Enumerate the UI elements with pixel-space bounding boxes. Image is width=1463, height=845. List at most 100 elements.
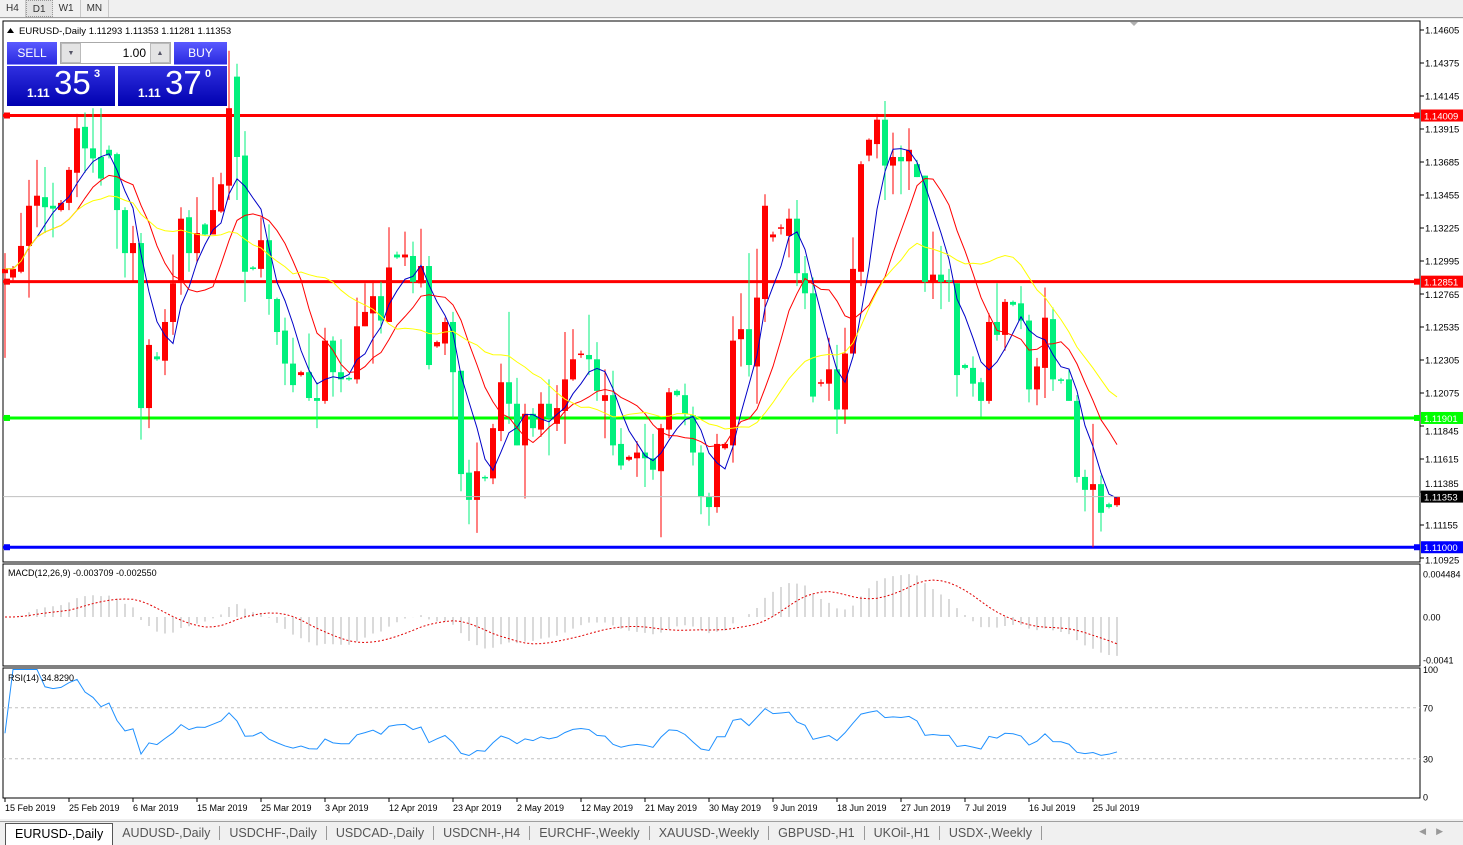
- price-chart[interactable]: 1.14009 1.12851 1.11901 1.11000 0.004484 0.0…: [0, 19, 1463, 819]
- candle-bearish: [466, 472, 472, 500]
- candle-bullish: [722, 443, 728, 449]
- candle-bearish: [746, 329, 752, 366]
- time-axis-label: 2 May 2019: [517, 803, 564, 813]
- tab-xauusd-weekly[interactable]: XAUUSD-,Weekly: [650, 826, 770, 840]
- candle-bearish: [914, 164, 920, 178]
- rsi-axis-label: 30: [1423, 754, 1433, 764]
- candle-bullish: [522, 413, 528, 446]
- sell-price-pips: 35: [54, 64, 91, 101]
- candle-bullish: [386, 267, 392, 322]
- level-handle: [4, 278, 10, 285]
- candle-bullish: [602, 395, 608, 401]
- candle-bearish: [794, 218, 800, 274]
- chart-shift-marker-icon[interactable]: [1130, 22, 1138, 26]
- candle-bullish: [906, 149, 912, 162]
- candle-bearish: [122, 210, 128, 254]
- time-axis-label: 12 Apr 2019: [389, 803, 438, 813]
- sell-price-prefix: 1.11: [27, 86, 50, 100]
- candle-bullish: [170, 283, 176, 322]
- candle-bullish: [402, 254, 408, 258]
- buy-button[interactable]: BUY: [174, 42, 227, 65]
- tab-usdcad-daily[interactable]: USDCAD-,Daily: [327, 826, 435, 840]
- tab-ukoil-h1[interactable]: UKOil-,H1: [865, 826, 940, 840]
- tab-gbpusd-h1[interactable]: GBPUSD-,H1: [769, 826, 865, 840]
- tab-usdx-weekly[interactable]: USDX-,Weekly: [940, 826, 1042, 840]
- tab-audusd-daily[interactable]: AUDUSD-,Daily: [113, 826, 221, 840]
- candle-bearish: [970, 367, 976, 384]
- collapse-triangle-icon[interactable]: [7, 28, 14, 33]
- lot-decrease-icon[interactable]: ▼: [61, 43, 81, 63]
- candle-bearish: [250, 267, 256, 269]
- sell-button[interactable]: SELL: [7, 42, 57, 65]
- level-handle: [4, 112, 10, 119]
- time-axis-label: 6 Mar 2019: [133, 803, 179, 813]
- candle-bullish: [850, 268, 856, 354]
- time-axis-label: 25 Mar 2019: [261, 803, 312, 813]
- tab-usdchf-daily[interactable]: USDCHF-,Daily: [220, 826, 327, 840]
- candle-bullish: [818, 382, 824, 384]
- tab-eurusd-daily[interactable]: EURUSD-,Daily: [5, 822, 114, 845]
- tab-usdcnh-h4[interactable]: USDCNH-,H4: [434, 826, 531, 840]
- macd-axis-label: 0.004484: [1423, 570, 1461, 580]
- price-axis-label: 1.14375: [1425, 59, 1459, 70]
- chart-window[interactable]: 1.14009 1.12851 1.11901 1.11000 0.004484 0.0…: [0, 19, 1463, 819]
- lot-increase-icon[interactable]: ▲: [150, 43, 170, 63]
- candle-bullish: [162, 321, 168, 361]
- candle-bearish: [98, 156, 104, 179]
- tab-eurchf-weekly[interactable]: EURCHF-,Weekly: [530, 826, 650, 840]
- candle-bearish: [458, 370, 464, 475]
- timeframe-h4[interactable]: H4: [0, 0, 26, 17]
- rsi-label: RSI(14) 34.8290: [8, 673, 74, 683]
- candle-bearish: [978, 382, 984, 401]
- buy-price-point: 0: [205, 68, 212, 80]
- price-axis-label: 1.10925: [1425, 556, 1459, 567]
- rsi-pane: [2, 667, 1421, 799]
- level-handle: [1414, 278, 1420, 285]
- candle-bearish: [610, 395, 616, 446]
- candle-bullish: [778, 227, 784, 229]
- candle-bearish: [802, 273, 808, 294]
- sell-price-button[interactable]: 1.11 35 3: [7, 64, 115, 106]
- candle-bearish: [394, 254, 400, 258]
- price-axis-label: 1.11385: [1425, 479, 1459, 490]
- lot-size-input[interactable]: ▼ 1.00 ▲: [60, 42, 171, 64]
- price-axis-label: 1.12995: [1425, 257, 1459, 268]
- candle-bullish: [10, 268, 16, 278]
- candle-bearish: [50, 205, 56, 209]
- candle-bearish: [1098, 484, 1104, 513]
- candle-bullish: [930, 274, 936, 282]
- candle-bullish: [866, 139, 872, 156]
- bid-price-label: 1.11353: [1424, 493, 1458, 504]
- lot-value[interactable]: 1.00: [122, 46, 146, 60]
- candle-bearish: [450, 321, 456, 373]
- tab-scroll-arrows-icon[interactable]: ◀▶: [1419, 826, 1453, 836]
- candle-bearish: [898, 156, 904, 162]
- price-axis-label: 1.12305: [1425, 356, 1459, 367]
- macd-signal-line: [5, 579, 1118, 645]
- one-click-trading-panel: SELL ▼ 1.00 ▲ BUY 1.11 35 3 1.11 37 0: [7, 42, 227, 106]
- timeframe-mn[interactable]: MN: [81, 0, 110, 17]
- timeframe-d1[interactable]: D1: [25, 0, 53, 17]
- candle-bullish: [1090, 484, 1096, 490]
- chart-symbol-header: EURUSD-,Daily 1.11293 1.11353 1.11281 1.…: [19, 26, 231, 37]
- candle-bullish: [1114, 496, 1120, 506]
- candle-bullish: [738, 329, 744, 340]
- candle-bullish: [58, 202, 64, 211]
- level-price-label: 1.14009: [1424, 112, 1458, 123]
- timeframe-w1[interactable]: W1: [53, 0, 81, 17]
- level-price-label: 1.12851: [1424, 278, 1458, 289]
- level-price-tag: [1421, 275, 1463, 288]
- time-axis-label: 15 Feb 2019: [5, 803, 56, 813]
- time-axis-label: 23 Apr 2019: [453, 803, 502, 813]
- candle-bearish: [290, 363, 296, 386]
- candle-bullish: [258, 240, 264, 269]
- price-axis-label: 1.14605: [1425, 26, 1459, 37]
- time-axis-label: 15 Mar 2019: [197, 803, 248, 813]
- price-axis-label: 1.12535: [1425, 323, 1459, 334]
- candle-bearish: [274, 299, 280, 333]
- candle-bearish: [90, 148, 96, 159]
- time-axis-label: 3 Apr 2019: [325, 803, 369, 813]
- candle-bearish: [82, 126, 88, 149]
- buy-price-button[interactable]: 1.11 37 0: [118, 64, 227, 106]
- candle-bullish: [194, 233, 200, 254]
